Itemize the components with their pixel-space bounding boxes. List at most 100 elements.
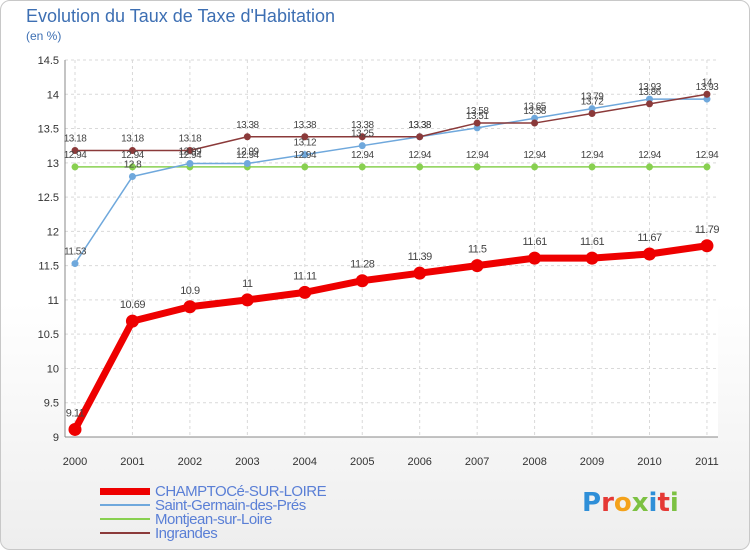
data-point <box>528 251 542 265</box>
legend-item-saint-germain: Saint-Germain-des-Prés <box>100 496 326 514</box>
data-point <box>68 422 82 436</box>
y-tick-label: 10.5 <box>38 329 59 341</box>
data-label: 13.58 <box>523 106 546 117</box>
data-label: 13.18 <box>179 133 202 144</box>
data-point <box>643 247 656 261</box>
data-point <box>71 146 79 154</box>
data-point <box>588 163 596 171</box>
x-tick-label: 2003 <box>235 456 259 468</box>
data-point <box>298 285 312 299</box>
data-point <box>585 251 599 265</box>
data-point <box>473 124 481 132</box>
data-point <box>243 160 251 168</box>
data-label: 13.86 <box>638 87 661 98</box>
x-tick-label: 2009 <box>580 456 604 468</box>
chart-title: Evolution du Taux de Taxe d'Habitation <box>26 6 335 26</box>
data-point <box>646 95 653 103</box>
data-label: 12.94 <box>64 150 87 161</box>
data-point <box>358 133 366 141</box>
data-point <box>413 266 427 280</box>
data-label: 12.94 <box>581 150 604 161</box>
data-label: 12.94 <box>638 150 661 161</box>
x-tick-label: 2010 <box>637 456 661 468</box>
data-label: 11.61 <box>580 236 605 248</box>
x-tick-label: 2011 <box>695 456 719 468</box>
data-label: 13.38 <box>294 120 317 131</box>
legend-swatch <box>100 518 150 520</box>
data-label: 13.18 <box>64 133 87 144</box>
data-label: 13.25 <box>351 129 374 140</box>
y-tick-label: 9.5 <box>44 398 59 410</box>
data-label: 12.94 <box>523 150 546 161</box>
data-point <box>531 163 539 171</box>
data-point <box>703 163 711 171</box>
data-label: 12.94 <box>408 150 431 161</box>
data-label: 11.67 <box>637 232 662 244</box>
data-label: 13.18 <box>121 133 144 144</box>
data-label: 13.51 <box>466 111 489 122</box>
x-tick-label: 2001 <box>120 456 144 468</box>
data-label: 12.8 <box>124 160 142 171</box>
proxiti-logo: Proxiti <box>582 488 679 518</box>
data-point <box>703 95 711 103</box>
y-tick-label: 12.5 <box>38 192 59 204</box>
legend: CHAMPTOCé-SUR-LOIRE Saint-Germain-des-Pr… <box>100 482 327 542</box>
data-label: 11.53 <box>64 247 87 258</box>
data-label: 11.11 <box>293 270 317 282</box>
legend-label: Ingrandes <box>155 524 218 542</box>
y-tick-label: 14.5 <box>38 55 59 67</box>
data-point <box>358 163 366 171</box>
data-label: 12.94 <box>294 150 317 161</box>
data-point <box>240 293 254 307</box>
data-point <box>243 133 251 141</box>
data-label: 11.28 <box>350 259 375 271</box>
data-label: 12.94 <box>351 150 374 161</box>
legend-label: Montjean-sur-Loire <box>155 510 272 528</box>
data-label: 12.99 <box>179 147 202 158</box>
data-point <box>531 114 539 122</box>
data-label: 11.39 <box>408 251 433 263</box>
y-tick-label: 13 <box>47 158 59 170</box>
x-tick-label: 2008 <box>522 456 546 468</box>
series-line-3 <box>75 93 708 152</box>
legend-label: Saint-Germain-des-Prés <box>155 496 306 514</box>
data-point <box>588 105 596 113</box>
data-label: 11.5 <box>468 244 487 256</box>
data-point <box>470 259 484 273</box>
data-point <box>416 133 424 141</box>
data-label: 12.94 <box>236 150 259 161</box>
unit-label: (en %) <box>26 29 62 43</box>
data-point <box>646 163 653 171</box>
data-point <box>473 163 481 171</box>
x-tick-label: 2000 <box>63 456 87 468</box>
legend-swatch <box>100 504 150 506</box>
data-point <box>128 173 136 181</box>
legend-swatch <box>100 487 150 495</box>
y-tick-label: 11.5 <box>38 261 59 273</box>
data-point <box>700 239 714 253</box>
y-tick-label: 10 <box>47 363 59 375</box>
data-point <box>646 100 653 108</box>
data-point <box>358 142 366 150</box>
x-tick-label: 2002 <box>178 456 202 468</box>
y-tick-label: 12 <box>47 226 59 238</box>
data-label: 12.99 <box>236 147 259 158</box>
data-point <box>128 146 136 154</box>
y-tick-label: 14 <box>47 89 59 101</box>
legend-label: CHAMPTOCé-SUR-LOIRE <box>155 482 327 500</box>
data-point <box>183 300 197 314</box>
data-point <box>355 274 369 288</box>
data-point <box>71 260 79 268</box>
data-label: 11.79 <box>695 224 720 236</box>
data-point <box>588 109 596 117</box>
data-label: 10.9 <box>180 285 200 297</box>
legend-item-montjean: Montjean-sur-Loire <box>100 510 326 528</box>
data-point <box>71 163 79 171</box>
data-label: 12.94 <box>466 150 489 161</box>
data-label: 10.69 <box>120 299 145 311</box>
y-tick-label: 9 <box>53 432 59 444</box>
data-label: 13.12 <box>294 138 317 149</box>
data-label: 12.94 <box>179 150 202 161</box>
data-label: 13.72 <box>581 96 604 107</box>
